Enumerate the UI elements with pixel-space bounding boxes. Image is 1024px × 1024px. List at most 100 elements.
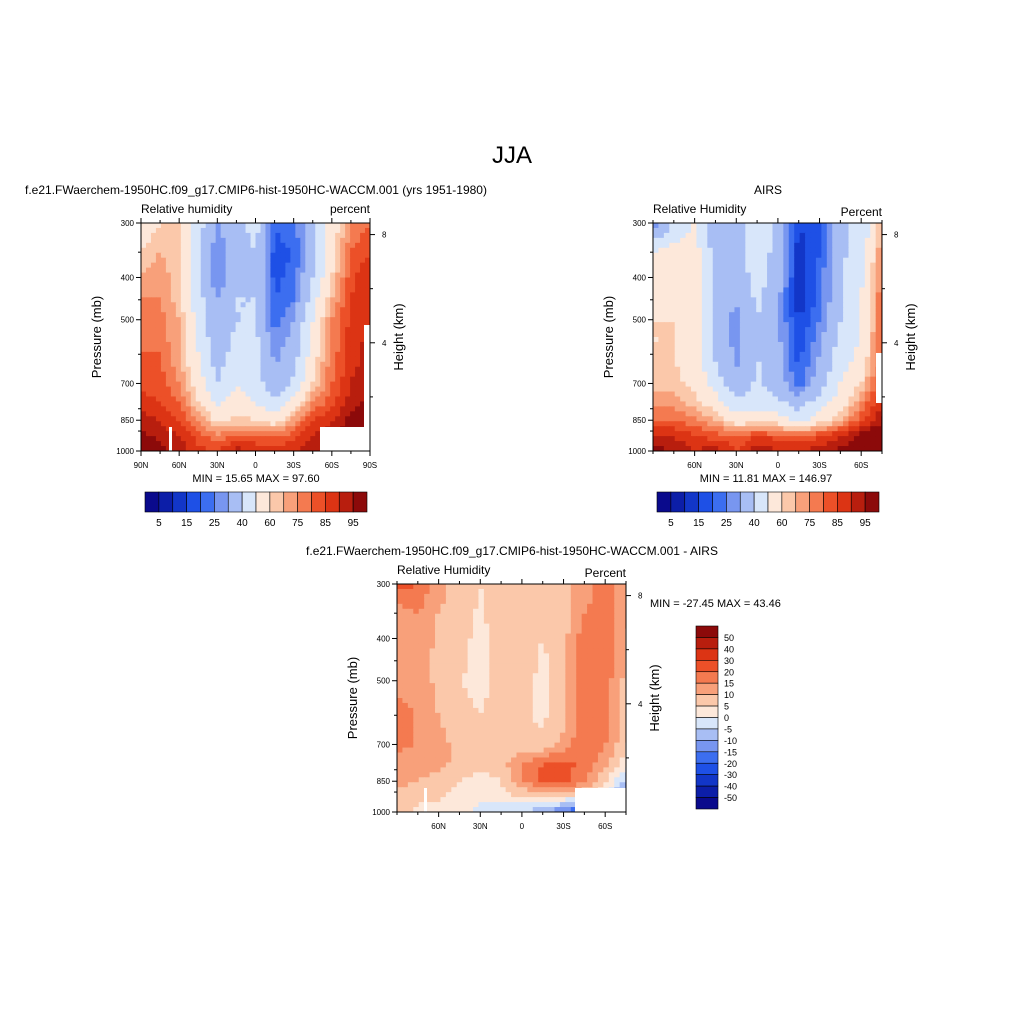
contour-cell bbox=[864, 242, 871, 249]
contour-cell bbox=[734, 341, 741, 348]
contour-cell bbox=[554, 623, 561, 630]
contour-cell bbox=[543, 613, 550, 620]
contour-cell bbox=[225, 381, 232, 388]
contour-cell bbox=[729, 317, 736, 323]
contour-cell bbox=[897, 287, 903, 293]
contour-cell bbox=[875, 441, 882, 447]
contour-cell bbox=[777, 272, 784, 279]
contour-cell bbox=[777, 411, 784, 417]
contour-cell bbox=[210, 272, 217, 279]
contour-cell bbox=[576, 633, 583, 640]
contour-cell bbox=[608, 584, 615, 590]
contour-cell bbox=[527, 588, 534, 595]
contour-cell bbox=[220, 292, 227, 298]
contour-cell bbox=[355, 277, 361, 284]
contour-cell bbox=[275, 312, 281, 318]
contour-cell bbox=[734, 401, 741, 407]
contour-cell bbox=[330, 416, 336, 422]
contour-cell bbox=[141, 262, 147, 269]
contour-cell bbox=[185, 292, 192, 298]
contour-cell bbox=[734, 227, 741, 234]
contour-cell bbox=[200, 431, 207, 437]
contour-cell bbox=[355, 232, 361, 239]
contour-cell bbox=[864, 396, 871, 403]
contour-cell bbox=[691, 436, 698, 442]
contour-cell bbox=[565, 628, 572, 635]
contour-cell bbox=[205, 351, 212, 358]
contour-cell bbox=[815, 327, 822, 333]
contour-cell bbox=[576, 643, 583, 650]
contour-cell bbox=[663, 436, 670, 442]
contour-cell bbox=[155, 411, 162, 417]
contour-cell bbox=[783, 446, 790, 451]
contour-cell bbox=[345, 262, 351, 269]
contour-cell bbox=[175, 436, 182, 442]
contour-cell bbox=[170, 247, 177, 254]
contour-cell bbox=[195, 257, 202, 264]
contour-cell bbox=[777, 371, 784, 378]
contour-cell bbox=[205, 381, 212, 388]
contour-cell bbox=[290, 262, 296, 269]
contour-cell bbox=[205, 426, 212, 432]
contour-cell bbox=[345, 312, 351, 318]
contour-cell bbox=[300, 252, 306, 259]
contour-cell bbox=[843, 297, 850, 303]
contour-cell bbox=[734, 441, 741, 447]
contour-cell bbox=[756, 262, 763, 269]
contour-cell bbox=[756, 252, 763, 259]
contour-cell bbox=[723, 297, 730, 303]
contour-cell bbox=[330, 341, 336, 348]
contour-cell bbox=[345, 252, 351, 259]
contour-cell bbox=[799, 371, 806, 378]
contour-cell bbox=[305, 386, 311, 393]
contour-cell bbox=[619, 643, 626, 650]
contour-cell bbox=[190, 386, 197, 393]
contour-cell bbox=[592, 603, 599, 610]
contour-cell bbox=[240, 406, 247, 412]
contour-cell bbox=[467, 638, 474, 645]
contour-cell bbox=[729, 282, 736, 289]
contour-cell bbox=[489, 623, 496, 630]
contour-cell bbox=[418, 643, 425, 650]
contour-cell bbox=[141, 307, 147, 313]
contour-cell bbox=[707, 287, 714, 293]
contour-cell bbox=[788, 282, 795, 289]
contour-cell bbox=[240, 361, 247, 368]
contour-cell bbox=[723, 406, 730, 412]
contour-cell bbox=[325, 332, 331, 338]
contour-cell bbox=[170, 361, 177, 368]
contour-cell bbox=[175, 391, 182, 398]
contour-cell bbox=[170, 257, 177, 264]
contour-cell bbox=[663, 297, 670, 303]
contour-cell bbox=[532, 584, 539, 590]
contour-cell bbox=[597, 628, 604, 635]
contour-cell bbox=[195, 391, 202, 398]
contour-cell bbox=[887, 238, 893, 244]
contour-cell bbox=[658, 376, 665, 383]
contour-cell bbox=[305, 396, 311, 403]
contour-cell bbox=[155, 297, 162, 303]
contour-cell bbox=[230, 366, 237, 373]
contour-cell bbox=[365, 227, 370, 234]
contour-cell bbox=[180, 391, 187, 398]
contour-cell bbox=[141, 376, 147, 383]
contour-cell bbox=[265, 292, 272, 298]
contour-cell bbox=[837, 351, 844, 358]
contour-cell bbox=[837, 307, 844, 313]
contour-cell bbox=[320, 252, 326, 259]
contour-cell bbox=[200, 262, 207, 269]
contour-cell bbox=[145, 431, 152, 437]
contour-cell bbox=[315, 312, 321, 318]
contour-cell bbox=[892, 446, 898, 452]
contour-cell bbox=[250, 267, 257, 274]
contour-cell bbox=[772, 307, 779, 313]
contour-cell bbox=[424, 584, 431, 590]
contour-cell bbox=[305, 441, 311, 447]
contour-cell bbox=[160, 267, 167, 274]
contour-cell bbox=[200, 252, 207, 259]
contour-cell bbox=[837, 356, 844, 363]
contour-cell bbox=[195, 247, 202, 254]
contour-cell bbox=[870, 237, 877, 244]
contour-cell bbox=[335, 337, 341, 343]
contour-cell bbox=[799, 277, 806, 284]
